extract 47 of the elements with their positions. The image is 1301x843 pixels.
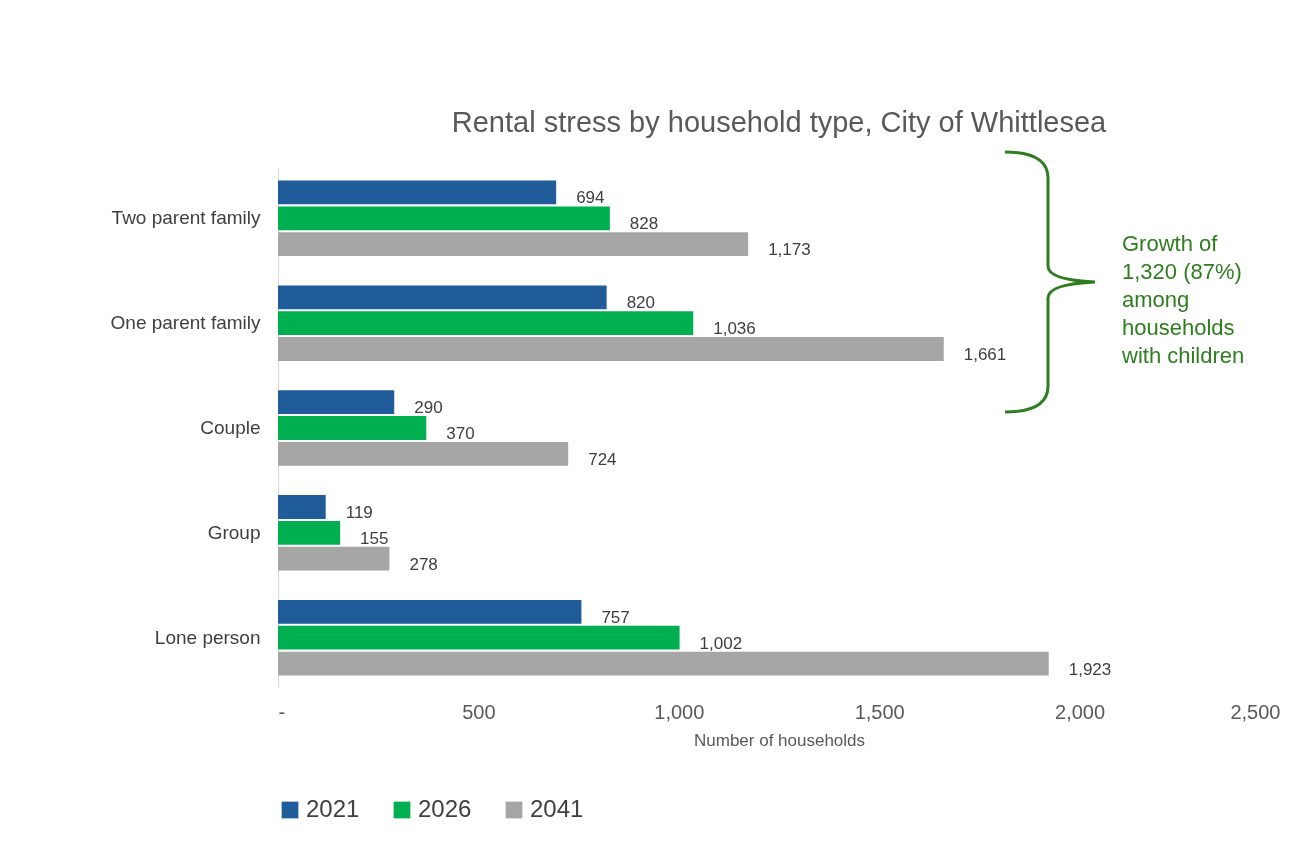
data-label: 119: [345, 502, 373, 522]
legend-label: 2026: [418, 795, 472, 822]
data-label: 1,173: [768, 240, 811, 260]
data-label: 724: [588, 449, 617, 469]
y-tick-label: Group: [207, 521, 261, 543]
bar: [278, 180, 557, 205]
x-tick-label: 2,000: [1055, 700, 1106, 723]
legend-label: 2021: [306, 795, 360, 822]
y-tick-label: Two parent family: [111, 207, 261, 229]
bar: [278, 311, 694, 336]
data-label: 1,002: [699, 633, 743, 653]
legend-label: 2041: [530, 795, 584, 822]
bar: [278, 546, 390, 571]
data-label: 278: [409, 554, 438, 574]
bar: [278, 390, 395, 415]
bar: [278, 495, 326, 519]
bar: [278, 625, 680, 650]
data-label: 757: [601, 607, 630, 627]
bar: [278, 599, 582, 624]
data-label: 828: [629, 214, 659, 234]
data-label: 820: [626, 293, 656, 313]
chart-title: Rental stress by household type, City of Whittlesea: [451, 106, 1108, 138]
x-tick-label: 1,000: [654, 700, 705, 723]
x-tick-label: 500: [462, 700, 496, 723]
data-label: 290: [414, 398, 443, 418]
annotation: Growth of 1,320 (87%) among households with children: [1122, 230, 1246, 370]
data-label: 1,661: [963, 345, 1007, 365]
data-label: 694: [576, 188, 605, 208]
bar: [278, 651, 1049, 676]
x-tick-label: -: [278, 700, 286, 723]
bar: [278, 285, 607, 310]
bar: [278, 232, 749, 257]
data-label: 1,036: [713, 319, 756, 339]
x-axis-title: Number of households: [693, 730, 866, 750]
data-label: 1,923: [1068, 659, 1112, 679]
data-label: 155: [360, 528, 389, 548]
bar: [278, 206, 610, 231]
bar: [278, 441, 569, 466]
data-label: 370: [446, 424, 475, 443]
y-tick-label: One parent family: [110, 312, 261, 334]
x-tick-label: 2,500: [1230, 700, 1281, 723]
bar: [278, 520, 341, 545]
bar: [278, 337, 944, 361]
y-tick-label: Couple: [200, 417, 261, 438]
x-tick-label: 1,500: [854, 700, 905, 723]
y-tick-label: Lone person: [154, 626, 261, 648]
bar: [278, 416, 427, 440]
